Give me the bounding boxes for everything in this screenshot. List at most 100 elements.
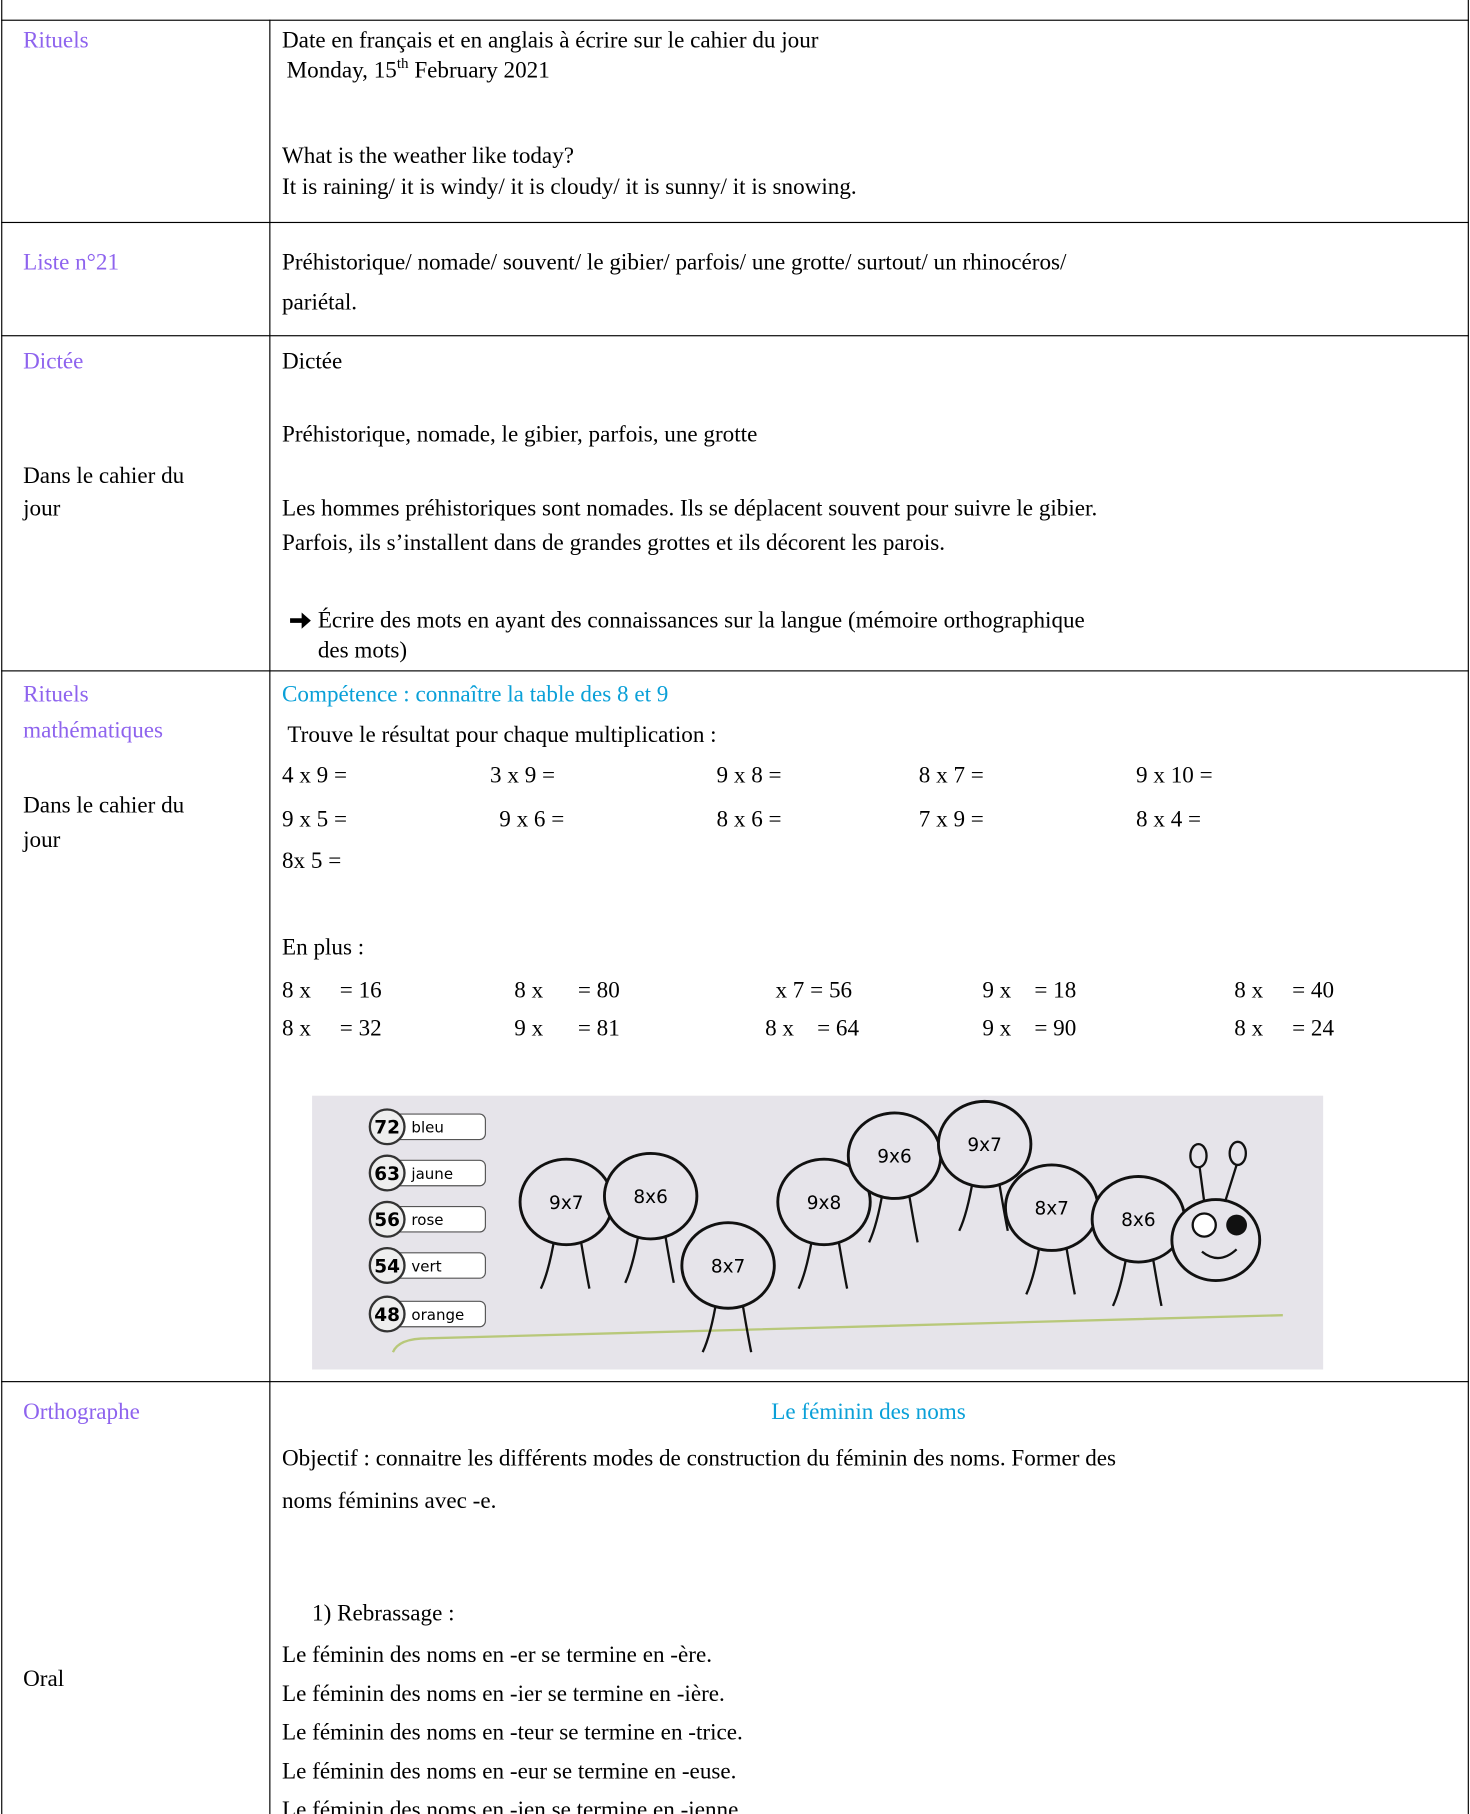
legend-number: 48 <box>374 1305 400 1326</box>
legend-number: 72 <box>374 1118 400 1139</box>
segment-label: 8x6 <box>633 1187 667 1208</box>
multiplication: 9 x 5 = <box>281 806 348 833</box>
body-segment <box>602 1151 699 1241</box>
legend-circle <box>368 1108 406 1146</box>
text-line: noms féminins avec -e. <box>281 1488 497 1514</box>
legend-number: 54 <box>374 1256 400 1277</box>
antenna-tip <box>1189 1142 1208 1169</box>
legend-color: jaune <box>410 1165 453 1183</box>
rule-line: Le féminin des noms en -er se termine en… <box>281 1642 713 1668</box>
segment-label: 9x7 <box>549 1193 583 1214</box>
bullet-line: Écrire des mots en ayant des connaissanc… <box>317 607 1085 634</box>
eye <box>1226 1214 1248 1236</box>
extra-exercise: 9 x = 90 <box>982 1015 1077 1042</box>
eye <box>1191 1212 1217 1238</box>
table-border <box>269 19 271 1814</box>
segment-label: 8x7 <box>1034 1199 1068 1220</box>
legend-number: 63 <box>374 1164 400 1185</box>
multiplication: 3 x 9 = <box>490 762 556 789</box>
row-sublabel: Dans le cahier du <box>23 792 185 819</box>
rule-line: Le féminin des noms en -eur se termine e… <box>281 1758 737 1784</box>
text-line: Préhistorique/ nomade/ souvent/ le gibie… <box>281 249 1067 276</box>
legend-color: orange <box>411 1306 464 1324</box>
table-border <box>1 221 1469 224</box>
multiplication: 8 x 4 = <box>1136 806 1202 833</box>
legend-circle <box>368 1200 406 1238</box>
multiplication: 8x 5 = <box>281 848 342 874</box>
body-segment <box>776 1157 872 1247</box>
multiplication: 7 x 9 = <box>918 806 984 833</box>
smile <box>1201 1248 1238 1260</box>
rule-line: Le féminin des noms en -ien se termine e… <box>281 1797 745 1814</box>
antenna-tip <box>1228 1140 1248 1167</box>
row-label: Dictée <box>23 349 84 375</box>
table-border <box>1467 0 1469 1814</box>
body-segment <box>680 1221 776 1310</box>
instruction: Trouve le résultat pour chaque multiplic… <box>281 722 717 748</box>
row-sublabel: Oral <box>23 1666 65 1692</box>
table-border <box>1 19 1469 21</box>
text-line: It is raining/ it is windy/ it is cloudy… <box>281 174 857 200</box>
antenna <box>1198 1164 1238 1203</box>
multiplication: 9 x 8 = <box>716 762 782 789</box>
row-label: Liste n°21 <box>23 249 120 276</box>
step: 1) Rebrassage : <box>312 1600 455 1627</box>
row-sublabel: jour <box>23 827 61 853</box>
segment-label: 8x6 <box>1121 1210 1155 1231</box>
extra-exercise: 8 x = 80 <box>514 977 620 1004</box>
date: February 2021 <box>408 57 550 84</box>
multiplication: 8 x 6 = <box>716 806 782 833</box>
multiplication: 9 x 6 = <box>499 806 565 833</box>
multiplication: 9 x 10 = <box>1136 762 1213 789</box>
date: Monday, 15 <box>286 57 397 84</box>
extra-exercise: 8 x = 64 <box>765 1015 860 1042</box>
date-suffix: th <box>396 54 409 72</box>
extra-exercise: 8 x = 32 <box>281 1015 382 1042</box>
row-sublabel: jour <box>23 495 61 522</box>
text-line: Préhistorique, nomade, le gibier, parfoi… <box>281 421 758 448</box>
head <box>1170 1198 1262 1282</box>
text-line: Parfois, ils s’installent dans de grande… <box>281 530 946 556</box>
extra-exercise: 9 x = 81 <box>514 1015 620 1042</box>
segment-label: 9x8 <box>807 1193 841 1214</box>
table-border <box>1 0 3 1814</box>
extra-title: En plus : <box>281 934 365 961</box>
text-line: Objectif : connaitre les différents mode… <box>281 1445 1117 1472</box>
legend-circle <box>368 1154 406 1192</box>
rule-line: Le féminin des noms en -ier se termine e… <box>281 1680 725 1707</box>
row-label: mathématiques <box>23 717 164 744</box>
section-title: Le féminin des noms <box>771 1399 966 1425</box>
row-sublabel: Dans le cahier du <box>23 463 185 489</box>
caterpillar-image: 72 bleu 63 jaune 56 rose 54 vert 48 orange 9x7 8x6 8… <box>312 1095 1324 1370</box>
segment-label: 9x7 <box>967 1135 1001 1156</box>
multiplication: 8 x 7 = <box>918 762 984 789</box>
text-line: pariétal. <box>281 290 358 316</box>
row-label: Rituels <box>23 681 89 708</box>
extra-exercise: 8 x = 24 <box>1234 1015 1335 1042</box>
legend-color: vert <box>411 1257 441 1275</box>
extra-exercise: 8 x = 40 <box>1234 977 1335 1004</box>
legend-circle <box>368 1295 406 1333</box>
table-border <box>1 335 1469 337</box>
legend-color: bleu <box>411 1119 443 1137</box>
text-line: Les hommes préhistoriques sont nomades. … <box>281 495 1098 522</box>
legend-number: 56 <box>374 1210 400 1231</box>
text-line: What is the weather like today? <box>281 143 575 169</box>
bullet-line: des mots) <box>317 637 408 664</box>
legend-color: rose <box>411 1211 443 1229</box>
segment-label: 8x7 <box>711 1256 745 1277</box>
text-line: Dictée <box>281 349 343 375</box>
table-border <box>1 670 1469 672</box>
table-border <box>1 1381 1469 1383</box>
rule-line: Le féminin des noms en -teur se termine … <box>281 1719 743 1746</box>
row-label: Orthographe <box>23 1399 140 1425</box>
extra-exercise: 9 x = 18 <box>982 977 1077 1004</box>
extra-exercise: 8 x = 16 <box>281 977 382 1004</box>
legend-circle <box>368 1247 406 1284</box>
segment-label: 9x6 <box>877 1147 911 1168</box>
date-line: Monday, 15th February 2021 <box>286 54 550 85</box>
